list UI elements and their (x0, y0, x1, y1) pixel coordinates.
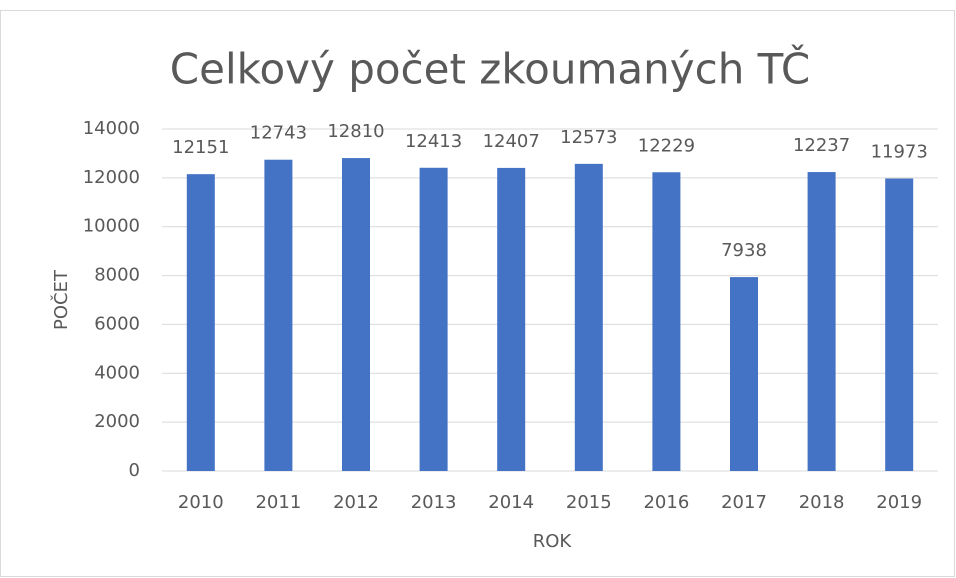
data-label: 12407 (483, 131, 540, 152)
x-tick-label: 2013 (411, 492, 457, 513)
x-tick-label: 2011 (255, 492, 301, 513)
x-tick-label: 2018 (799, 492, 845, 513)
bar (885, 178, 914, 471)
y-tick-label: 2000 (94, 411, 140, 432)
bar (730, 277, 758, 471)
x-tick-label: 2010 (178, 492, 224, 513)
x-tick-label: 2016 (643, 492, 689, 513)
bar (264, 159, 293, 471)
data-label: 12743 (250, 123, 307, 144)
x-tick-label: 2015 (566, 492, 612, 513)
data-label: 12573 (560, 127, 617, 148)
bar (807, 172, 836, 471)
y-tick-label: 12000 (83, 167, 140, 188)
y-tick-label: 6000 (94, 313, 140, 334)
data-label: 12151 (172, 137, 229, 158)
bar (342, 158, 370, 471)
data-label: 12810 (327, 121, 384, 142)
y-tick-label: 4000 (94, 362, 140, 383)
bar (419, 167, 448, 472)
y-tick-label: 10000 (83, 216, 140, 237)
y-axis-title: POČET (50, 269, 72, 330)
y-tick-label: 0 (129, 460, 140, 481)
bar (186, 174, 215, 471)
chart-frame (0, 10, 955, 577)
x-tick-label: 2019 (876, 492, 922, 513)
data-label: 12229 (638, 135, 695, 156)
data-label: 12413 (405, 131, 462, 152)
bar (652, 172, 681, 471)
x-tick-label: 2012 (333, 492, 379, 513)
data-label: 7938 (721, 240, 767, 261)
bar (574, 163, 603, 472)
y-tick-label: 14000 (83, 118, 140, 139)
x-axis-title: ROK (533, 531, 573, 552)
x-tick-label: 2017 (721, 492, 767, 513)
y-tick-label: 8000 (94, 265, 140, 286)
x-tick-label: 2014 (488, 492, 534, 513)
bar (497, 167, 526, 471)
chart-title: Celkový počet zkoumaných TČ (170, 44, 810, 94)
data-label: 11973 (871, 142, 928, 163)
data-label: 12237 (793, 135, 850, 156)
